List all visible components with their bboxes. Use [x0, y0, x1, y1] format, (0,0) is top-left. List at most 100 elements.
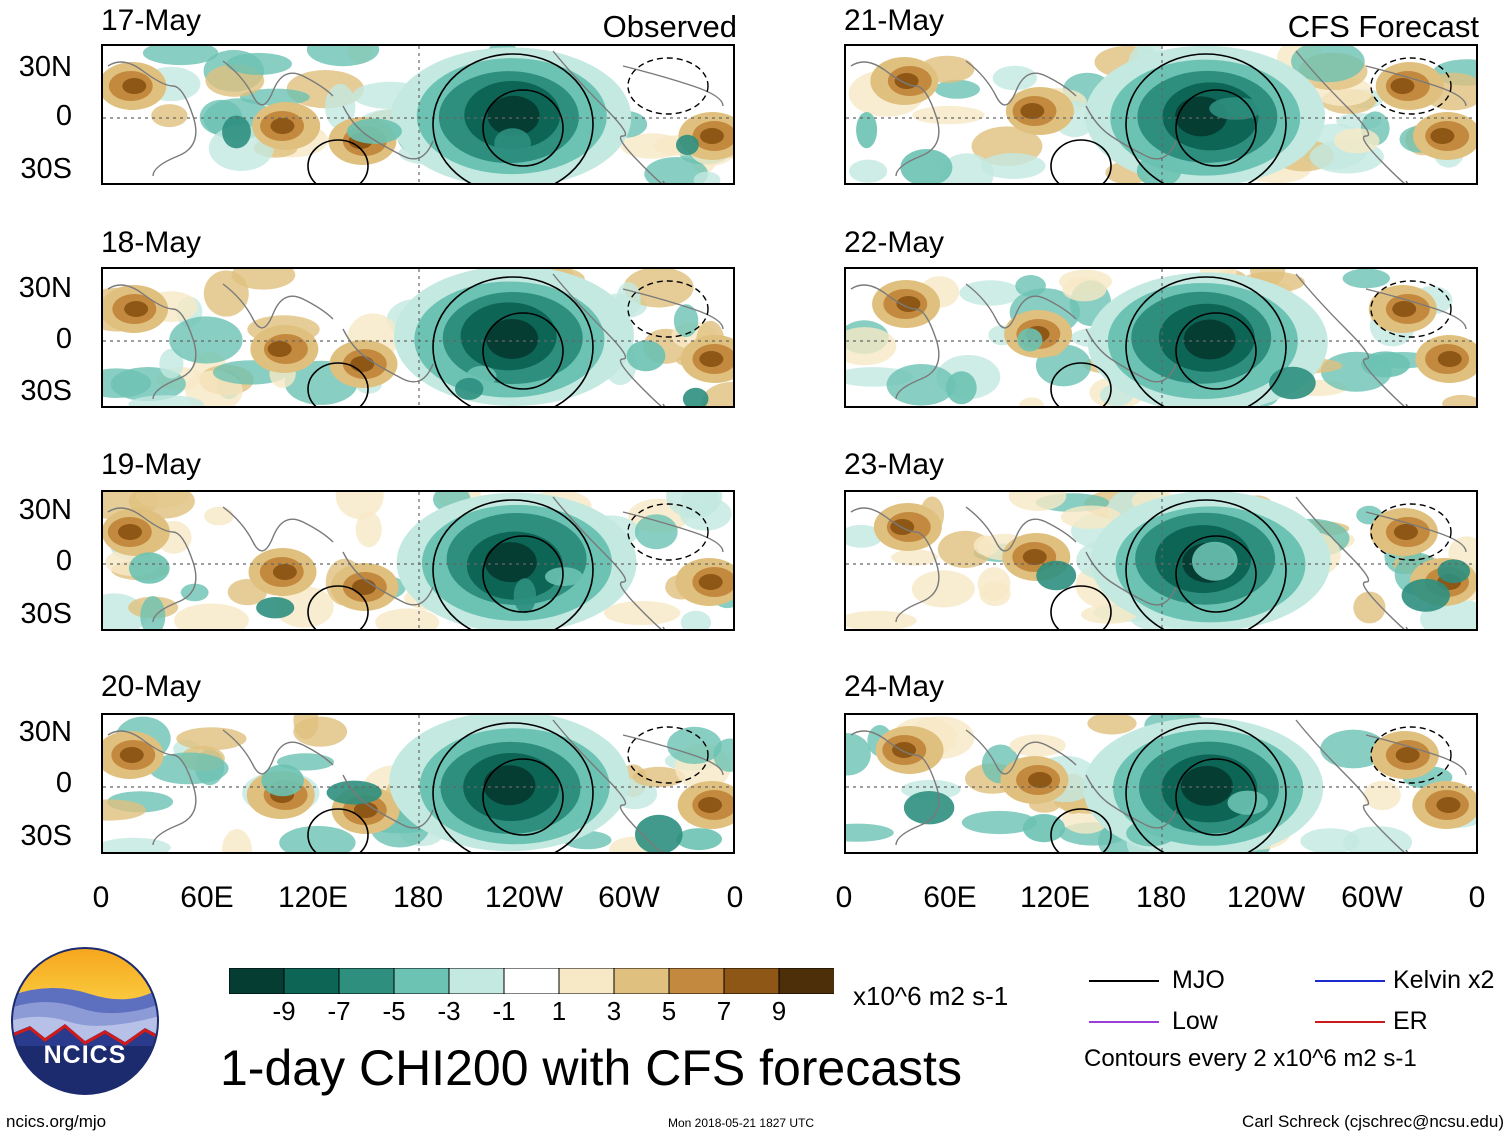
field-blob [1009, 734, 1066, 757]
lon-label-0: 0 [1468, 881, 1486, 914]
field-blob [682, 387, 709, 406]
field-blob [148, 752, 229, 785]
panel-tag-observed: Observed [602, 9, 737, 44]
field-blob [698, 797, 723, 813]
field-blob [1192, 541, 1238, 581]
map-panel-23-may [844, 490, 1478, 631]
field-blob [1393, 524, 1418, 540]
field-blob [699, 128, 724, 144]
coastline [622, 734, 724, 776]
field-blob [1436, 797, 1461, 813]
mjo-contour-dashed [627, 503, 709, 561]
field-blob [701, 381, 733, 406]
field-blob [513, 578, 537, 614]
field-blob [169, 316, 243, 364]
field-blob [849, 159, 888, 183]
mjo-contour [307, 139, 369, 183]
field-blob [903, 791, 955, 825]
field-blob [676, 828, 722, 851]
field-blob [1022, 549, 1047, 565]
logo-text: NCICS [43, 1041, 127, 1069]
field-blob [693, 171, 721, 183]
lat-label-eq: 0 [55, 767, 72, 799]
field-blob [484, 542, 537, 583]
lon-label-180: 180 [1135, 881, 1187, 914]
field-blob [346, 118, 402, 144]
colorbar-swatch [778, 967, 835, 995]
mjo-contour [307, 362, 369, 406]
coastline [107, 61, 197, 177]
colorbar-tick-label: 5 [661, 996, 677, 1026]
field-blob [124, 301, 149, 317]
colorbar-tick-label: -3 [437, 996, 461, 1026]
legend-kelvin-label: Kelvin x2 [1393, 966, 1495, 994]
field-blob [846, 733, 871, 776]
field-blob [1180, 765, 1233, 806]
coastline [1365, 288, 1467, 330]
legend-mjo-label: MJO [1172, 966, 1225, 994]
mjo-contour [1175, 312, 1257, 390]
coastline [850, 61, 940, 177]
map-panel-17-may [101, 44, 735, 185]
lon-label-60w: 60W [1341, 881, 1403, 914]
field-blob [261, 764, 304, 797]
field-blob [256, 597, 295, 619]
field-blob [1392, 301, 1417, 317]
coastline [622, 65, 724, 107]
field-blob [151, 104, 188, 128]
field-blob [1363, 780, 1401, 811]
colorbar-tick-label: -5 [382, 996, 406, 1026]
field-blob [352, 579, 377, 595]
field-blob [375, 608, 440, 629]
field-blob [1209, 97, 1263, 120]
field-blob [1269, 366, 1316, 400]
lon-label-0: 0 [92, 881, 110, 914]
colorbar-swatch [228, 967, 285, 995]
field-blob [961, 810, 1037, 835]
colorbar-swatch [448, 967, 505, 995]
field-blob [1442, 394, 1476, 406]
field-blob [1227, 790, 1268, 815]
field-blob [634, 514, 678, 550]
footer-url[interactable]: ncics.org/mjo [6, 1112, 107, 1131]
mjo-contour [307, 808, 369, 852]
field-blob [494, 128, 531, 159]
field-blob [1008, 492, 1067, 511]
lon-label-0: 0 [835, 881, 853, 914]
coastline [1085, 774, 1177, 829]
lat-label-30n: 30N [18, 494, 72, 526]
field-blob [1430, 128, 1455, 144]
coastline [222, 506, 334, 552]
field-blob [846, 524, 884, 548]
coastline [1365, 734, 1467, 776]
colorbar-swatch [558, 967, 615, 995]
field-blob [1401, 578, 1450, 612]
coastline [850, 507, 940, 623]
field-blob [886, 364, 956, 406]
colorbar-swatch [338, 967, 395, 995]
colorbar-swatch [503, 967, 560, 995]
panel-date-5: 22-May [844, 226, 945, 259]
lat-label-30s: 30S [20, 153, 72, 185]
panel-date-7: 24-May [844, 670, 945, 703]
field-blob [1020, 103, 1045, 119]
field-blob [891, 549, 939, 566]
field-blob [1022, 814, 1066, 843]
field-blob [270, 118, 295, 134]
field-blob [221, 829, 252, 852]
field-blob [267, 341, 292, 357]
field-blob [159, 348, 184, 379]
panel-date-3: 20-May [101, 670, 202, 703]
mjo-contour [482, 89, 564, 167]
coastline [552, 496, 666, 629]
legend-low-label: Low [1172, 1007, 1218, 1035]
footer-author: Carl Schreck (cjschrec@ncsu.edu) [1242, 1112, 1504, 1131]
colorbar-swatch [723, 967, 780, 995]
mjo-contour-dashed [1370, 57, 1452, 115]
mjo-contour [432, 499, 594, 629]
mjo-contour [307, 585, 369, 629]
coastline [1085, 551, 1177, 606]
field-blob [980, 153, 1046, 179]
coastline [552, 50, 666, 183]
field-blob [1136, 154, 1182, 183]
